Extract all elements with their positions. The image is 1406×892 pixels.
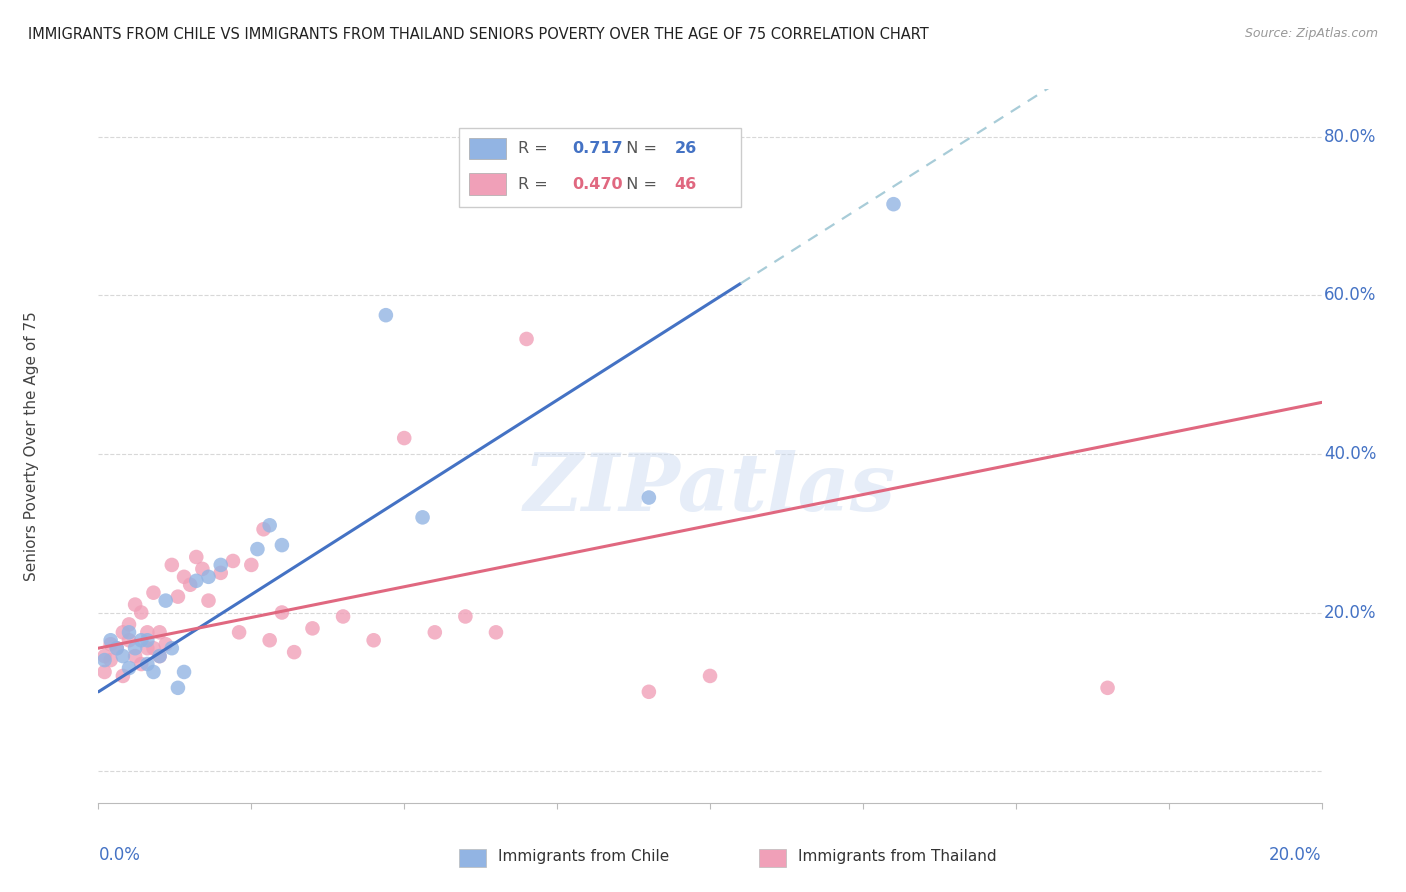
Point — [124, 598, 146, 612]
FancyBboxPatch shape — [460, 128, 741, 207]
Text: Source: ZipAtlas.com: Source: ZipAtlas.com — [1244, 27, 1378, 40]
Point — [222, 554, 245, 568]
Bar — [470, 137, 506, 159]
Point — [142, 641, 165, 656]
Point — [186, 549, 208, 564]
Text: R =: R = — [517, 177, 553, 192]
Point — [111, 625, 134, 640]
Point — [149, 649, 172, 664]
Point — [883, 197, 905, 211]
Point — [454, 609, 477, 624]
Text: 0.470: 0.470 — [572, 177, 623, 192]
Point — [149, 625, 172, 640]
Point — [374, 308, 396, 322]
Point — [155, 593, 177, 607]
Text: 80.0%: 80.0% — [1324, 128, 1376, 145]
Text: Immigrants from Chile: Immigrants from Chile — [498, 849, 669, 863]
Text: 0.717: 0.717 — [572, 141, 623, 156]
Text: 26: 26 — [675, 141, 697, 156]
Point — [167, 681, 190, 695]
Point — [93, 665, 115, 679]
Point — [167, 590, 190, 604]
Point — [301, 621, 323, 635]
Point — [1097, 681, 1119, 695]
Point — [699, 669, 721, 683]
Point — [111, 669, 134, 683]
Text: R =: R = — [517, 141, 553, 156]
Point — [283, 645, 305, 659]
Point — [197, 593, 219, 607]
Text: N =: N = — [616, 141, 662, 156]
Point — [142, 665, 165, 679]
Point — [118, 633, 141, 648]
Point — [105, 641, 128, 656]
Point — [228, 625, 250, 640]
Point — [259, 518, 281, 533]
Point — [240, 558, 263, 572]
Point — [111, 649, 134, 664]
Text: 20.0%: 20.0% — [1324, 604, 1376, 622]
Point — [259, 633, 281, 648]
Point — [392, 431, 416, 445]
Point — [93, 649, 115, 664]
Text: Immigrants from Thailand: Immigrants from Thailand — [799, 849, 997, 863]
Point — [160, 558, 183, 572]
Bar — [759, 849, 786, 867]
Point — [136, 625, 159, 640]
Point — [209, 566, 232, 580]
Point — [124, 649, 146, 664]
Point — [209, 558, 232, 572]
Point — [100, 653, 122, 667]
Text: 60.0%: 60.0% — [1324, 286, 1376, 304]
Text: 20.0%: 20.0% — [1270, 847, 1322, 864]
Point — [179, 578, 201, 592]
Point — [270, 538, 292, 552]
Text: 40.0%: 40.0% — [1324, 445, 1376, 463]
Point — [142, 585, 165, 599]
Point — [332, 609, 354, 624]
Text: N =: N = — [616, 177, 662, 192]
Point — [118, 661, 141, 675]
Point — [118, 625, 141, 640]
Point — [637, 491, 661, 505]
Point — [191, 562, 214, 576]
Point — [155, 637, 177, 651]
Point — [105, 641, 128, 656]
Point — [423, 625, 446, 640]
Point — [129, 606, 152, 620]
Point — [129, 633, 152, 648]
Point — [363, 633, 385, 648]
Point — [186, 574, 208, 588]
Point — [93, 653, 115, 667]
Point — [136, 633, 159, 648]
Point — [412, 510, 434, 524]
Point — [516, 332, 538, 346]
Text: 46: 46 — [675, 177, 697, 192]
Point — [160, 641, 183, 656]
Bar — [460, 849, 486, 867]
Text: ZIPatlas: ZIPatlas — [524, 450, 896, 527]
Point — [637, 685, 661, 699]
Point — [173, 570, 195, 584]
Point — [136, 641, 159, 656]
Point — [100, 637, 122, 651]
Point — [270, 606, 292, 620]
Point — [485, 625, 508, 640]
Point — [149, 649, 172, 664]
Text: IMMIGRANTS FROM CHILE VS IMMIGRANTS FROM THAILAND SENIORS POVERTY OVER THE AGE O: IMMIGRANTS FROM CHILE VS IMMIGRANTS FROM… — [28, 27, 929, 42]
Point — [246, 542, 269, 557]
Point — [136, 657, 159, 671]
Point — [100, 633, 122, 648]
Point — [129, 657, 152, 671]
Bar — [470, 173, 506, 194]
Point — [252, 522, 274, 536]
Point — [118, 617, 141, 632]
Text: Seniors Poverty Over the Age of 75: Seniors Poverty Over the Age of 75 — [24, 311, 38, 581]
Point — [197, 570, 219, 584]
Point — [124, 641, 146, 656]
Point — [173, 665, 195, 679]
Text: 0.0%: 0.0% — [98, 847, 141, 864]
